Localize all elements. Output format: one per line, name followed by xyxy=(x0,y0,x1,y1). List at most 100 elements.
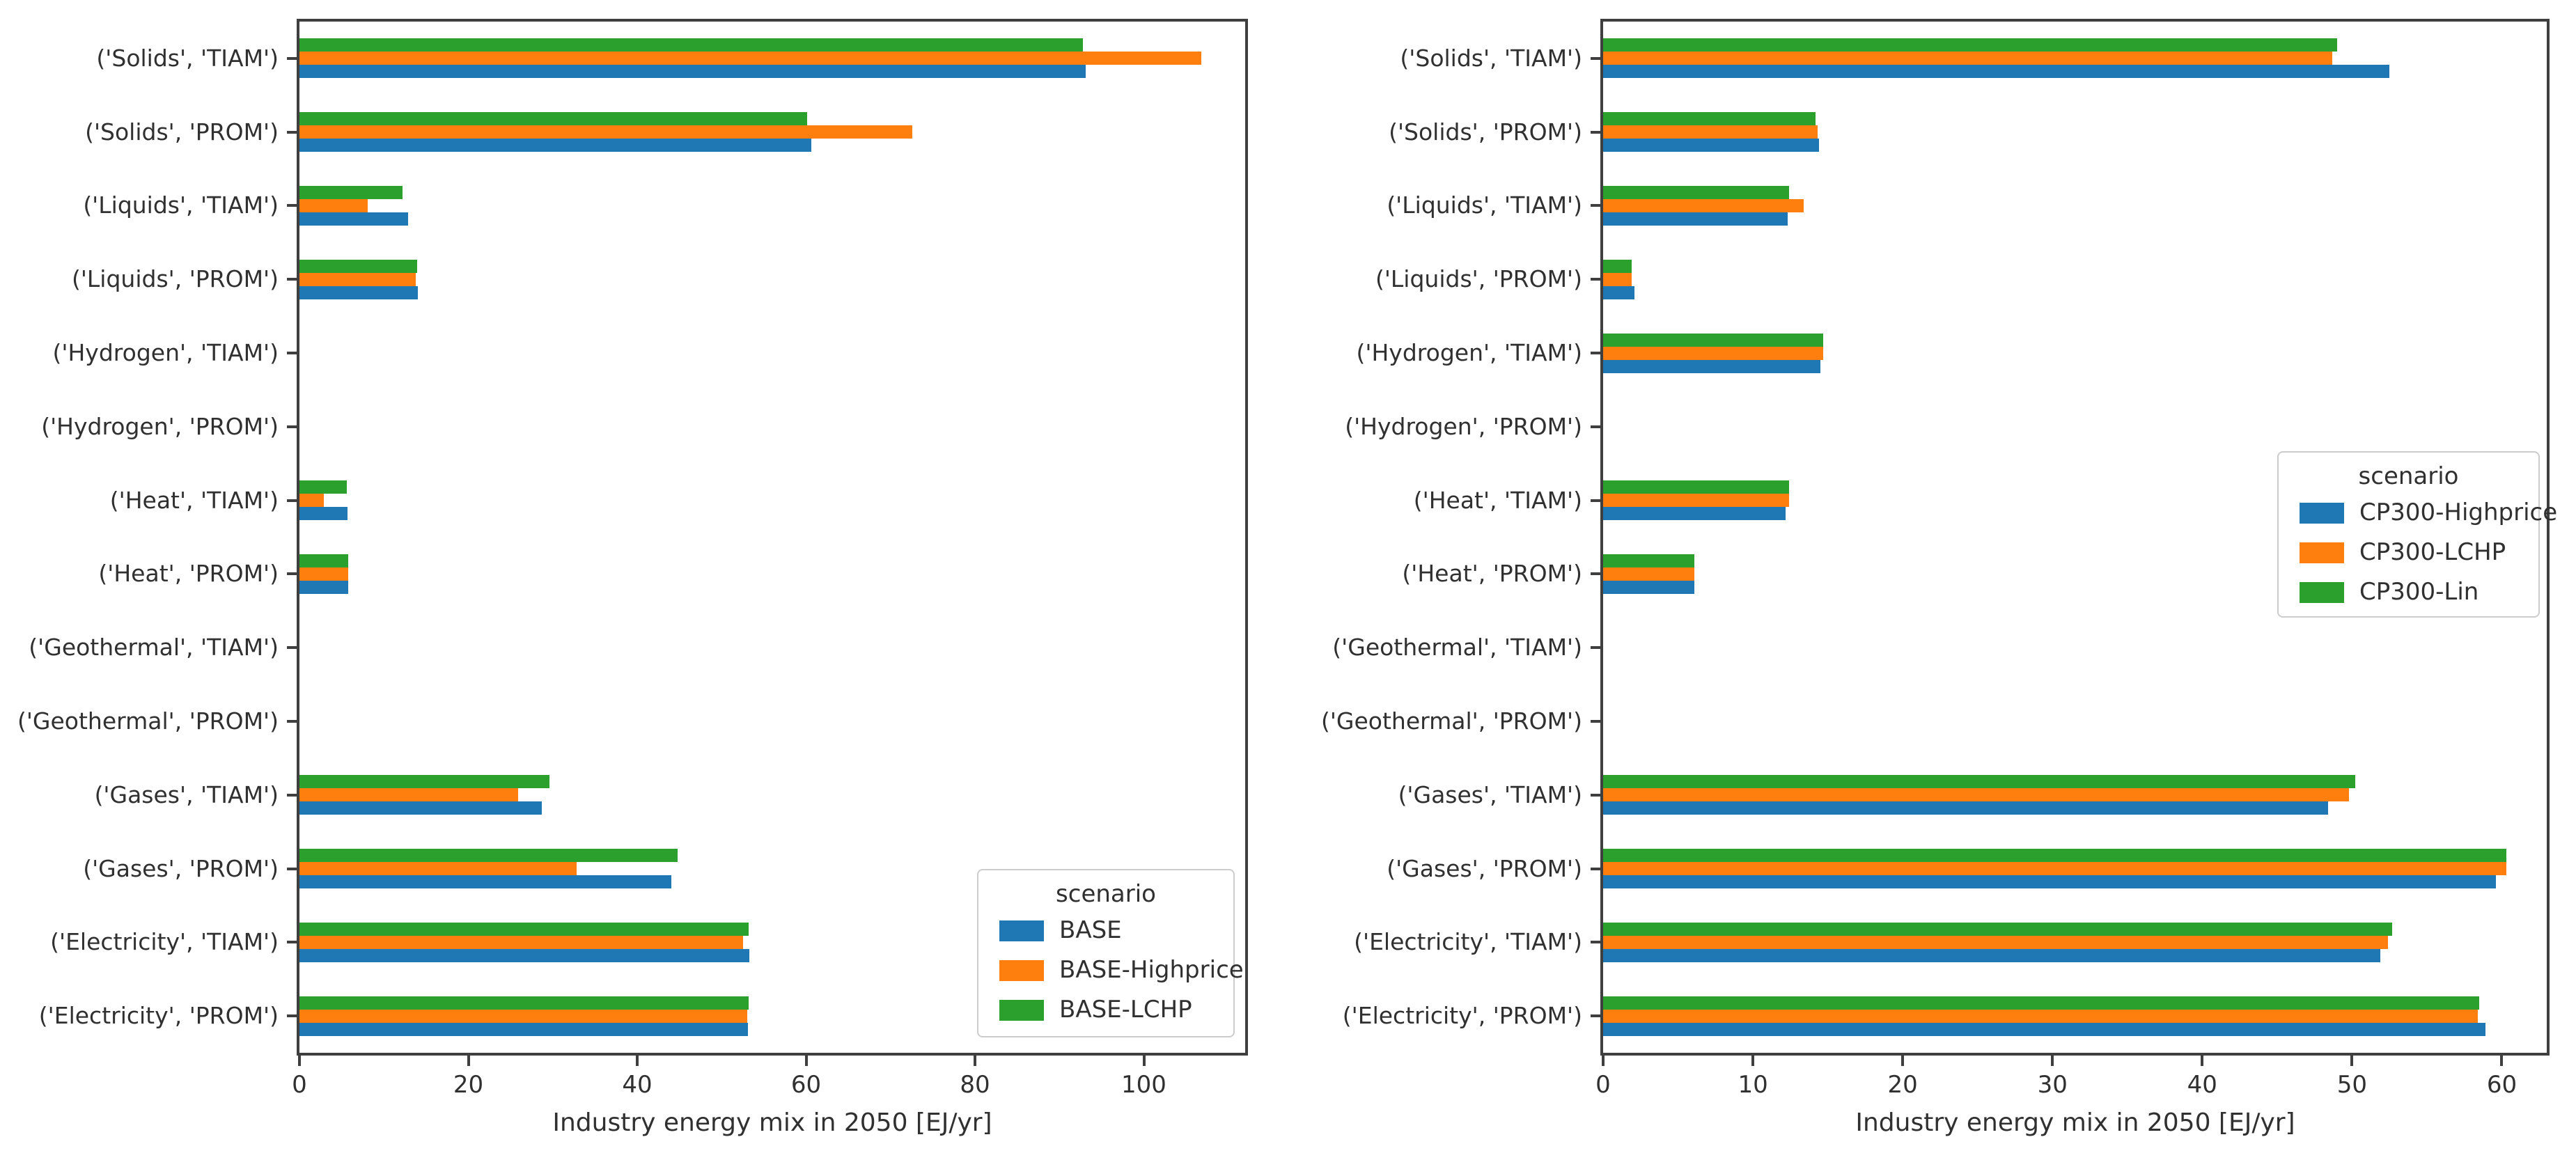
bar xyxy=(299,567,349,581)
bar xyxy=(1603,935,2389,949)
y-tick xyxy=(287,499,298,502)
y-category-label: ('Solids', 'PROM') xyxy=(1389,118,1582,146)
x-tick xyxy=(2350,1056,2354,1066)
y-tick xyxy=(1591,56,1602,60)
legend-swatch xyxy=(2300,542,2344,563)
bar xyxy=(299,996,749,1010)
y-tick xyxy=(1591,499,1602,502)
y-category-label: ('Liquids', 'TIAM') xyxy=(83,191,279,219)
y-tick xyxy=(1591,352,1602,355)
y-category-label: ('Geothermal', 'TIAM') xyxy=(1332,634,1582,661)
legend-item-label: CP300-Lin xyxy=(2359,578,2479,606)
y-category-label: ('Geothermal', 'PROM') xyxy=(17,707,279,735)
legend-item-label: BASE-Highprice xyxy=(1059,956,1244,984)
y-tick xyxy=(287,941,298,944)
y-tick xyxy=(287,352,298,355)
bar xyxy=(299,775,549,789)
y-category-label: ('Liquids', 'PROM') xyxy=(71,265,279,293)
x-tick xyxy=(1602,1056,1605,1066)
x-tick xyxy=(1751,1056,1755,1066)
x-tick-label: 10 xyxy=(1738,1071,1768,1099)
x-tick xyxy=(2500,1056,2504,1066)
y-category-label: ('Hydrogen', 'TIAM') xyxy=(52,339,279,367)
legend-item-label: CP300-LCHP xyxy=(2359,538,2506,566)
bar xyxy=(299,125,913,139)
bar xyxy=(299,52,1201,65)
x-tick xyxy=(1142,1056,1146,1066)
bar xyxy=(1603,1009,2479,1023)
legend-swatch xyxy=(2300,503,2344,524)
bar xyxy=(1603,480,1789,494)
bar xyxy=(1603,65,2390,79)
bar xyxy=(299,38,1084,52)
y-category-label: ('Liquids', 'PROM') xyxy=(1375,265,1582,293)
y-tick xyxy=(1591,941,1602,944)
x-tick xyxy=(1901,1056,1905,1066)
bar xyxy=(299,198,368,212)
y-category-label: ('Solids', 'PROM') xyxy=(85,118,279,146)
x-tick-label: 40 xyxy=(2187,1071,2217,1099)
bar xyxy=(299,922,749,936)
y-category-label: ('Heat', 'TIAM') xyxy=(109,486,279,514)
y-category-label: ('Gases', 'PROM') xyxy=(83,854,279,882)
legend-item-label: CP300-Highprice xyxy=(2359,499,2558,526)
legend-item-label: BASE xyxy=(1059,916,1122,944)
y-category-label: ('Hydrogen', 'PROM') xyxy=(41,412,279,440)
legend-swatch xyxy=(999,920,1044,941)
bar xyxy=(299,112,807,126)
y-tick xyxy=(1591,278,1602,281)
bar xyxy=(1603,849,2506,863)
bar xyxy=(299,1022,748,1036)
y-category-label: ('Geothermal', 'PROM') xyxy=(1320,707,1582,735)
y-category-label: ('Gases', 'TIAM') xyxy=(94,781,279,808)
x-tick-label: 0 xyxy=(1595,1071,1611,1099)
bar xyxy=(299,935,743,949)
bar xyxy=(299,788,519,802)
legend-title: scenario xyxy=(1056,880,1156,908)
y-tick xyxy=(287,867,298,870)
bar xyxy=(1603,862,2506,876)
x-tick xyxy=(974,1056,976,1066)
bar xyxy=(1603,125,1818,139)
bar xyxy=(1603,359,1820,373)
bar xyxy=(1603,580,1695,594)
bar xyxy=(1603,567,1695,581)
y-tick xyxy=(287,56,298,60)
y-category-label: ('Gases', 'TIAM') xyxy=(1398,781,1582,808)
bar xyxy=(1603,788,2350,802)
y-category-label: ('Heat', 'PROM') xyxy=(98,560,279,588)
bar xyxy=(1603,198,1804,212)
legend-title: scenario xyxy=(2358,462,2459,490)
x-tick-label: 60 xyxy=(2486,1071,2518,1099)
x-tick-label: 60 xyxy=(790,1071,822,1099)
x-tick-label: 40 xyxy=(622,1071,653,1099)
y-category-label: ('Hydrogen', 'TIAM') xyxy=(1356,339,1582,367)
y-tick xyxy=(287,1014,298,1018)
y-tick xyxy=(287,719,298,723)
x-tick-label: 80 xyxy=(960,1071,990,1099)
x-tick xyxy=(2201,1056,2204,1066)
y-category-label: ('Electricity', 'PROM') xyxy=(1342,1002,1582,1030)
bar xyxy=(299,259,417,273)
x-tick xyxy=(298,1056,301,1066)
x-tick-label: 100 xyxy=(1121,1071,1166,1099)
bar xyxy=(299,272,416,286)
bar xyxy=(299,801,542,815)
y-tick xyxy=(287,572,298,576)
bar xyxy=(299,849,678,863)
bar xyxy=(1603,775,2355,789)
bar xyxy=(299,65,1086,79)
y-category-label: ('Solids', 'TIAM') xyxy=(96,44,279,72)
bar xyxy=(299,212,409,226)
bar xyxy=(1603,38,2337,52)
bar xyxy=(299,875,671,889)
bar xyxy=(299,1009,747,1023)
y-tick xyxy=(1591,646,1602,650)
x-tick-label: 30 xyxy=(2037,1071,2068,1099)
y-tick xyxy=(1591,793,1602,797)
bar xyxy=(299,185,403,199)
bar xyxy=(299,948,750,962)
y-tick xyxy=(287,278,298,281)
y-tick xyxy=(1591,1014,1602,1018)
